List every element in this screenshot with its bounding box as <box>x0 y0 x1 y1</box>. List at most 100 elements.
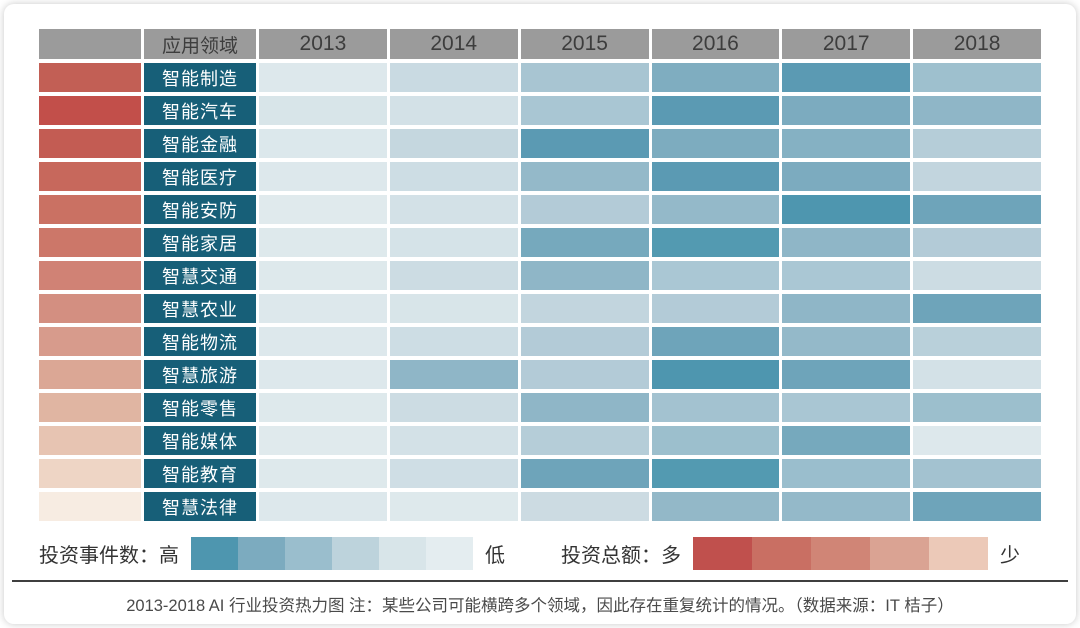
heat-cell-2015 <box>520 294 649 323</box>
heat-cell-2015 <box>520 162 649 191</box>
heat-cell-2018 <box>913 426 1041 455</box>
amount-heat-cell <box>39 195 141 224</box>
row-label: 智能医疗 <box>144 162 256 191</box>
heat-cell-2017 <box>782 393 911 422</box>
amount-heat-cell <box>39 294 141 323</box>
heat-cell-2015 <box>520 426 649 455</box>
legend-amount-swatch <box>693 536 752 570</box>
legend-investment-events: 投资事件数：高 低 <box>39 536 505 570</box>
heat-cell-2014 <box>389 228 518 257</box>
heat-cell-2015 <box>520 459 649 488</box>
legend-amount-swatch <box>929 536 988 570</box>
heat-cell-2016 <box>651 459 780 488</box>
heat-cell-2017 <box>782 261 911 290</box>
amount-heat-cell <box>39 63 141 92</box>
heat-cell-2018 <box>913 96 1041 125</box>
heat-cell-2017 <box>782 96 911 125</box>
heat-cell-2013 <box>259 393 387 422</box>
heat-cell-2015 <box>520 228 649 257</box>
heat-cell-2013 <box>259 327 387 356</box>
heat-cell-2013 <box>259 426 387 455</box>
heat-cell-2014 <box>389 96 518 125</box>
heat-cell-2018 <box>913 261 1041 290</box>
heat-cell-2016 <box>651 426 780 455</box>
heat-cell-2018 <box>913 162 1041 191</box>
legend-events-swatch <box>379 536 426 570</box>
legend-row: 投资事件数：高 低 投资总额：多 少 <box>39 535 1056 571</box>
heat-cell-2018 <box>913 360 1041 389</box>
legend-amount-low-label: 少 <box>1000 544 1020 567</box>
legend-amount-swatch <box>752 536 811 570</box>
heat-cell-2014 <box>389 492 518 521</box>
heat-cell-2013 <box>259 195 387 224</box>
heat-cell-2017 <box>782 492 911 521</box>
legend-events-swatch <box>332 536 379 570</box>
heat-cell-2015 <box>520 393 649 422</box>
heat-cell-2016 <box>651 492 780 521</box>
heat-cell-2014 <box>389 459 518 488</box>
heat-cell-2014 <box>389 129 518 158</box>
legend-events-high-label: 投资事件数：高 <box>39 544 179 567</box>
legend-events-swatch <box>191 536 238 570</box>
heat-cell-2018 <box>913 294 1041 323</box>
heat-cell-2013 <box>259 261 387 290</box>
heat-cell-2016 <box>651 195 780 224</box>
heat-cell-2014 <box>389 327 518 356</box>
heat-cell-2014 <box>389 261 518 290</box>
heat-cell-2018 <box>913 228 1041 257</box>
heat-cell-2017 <box>782 228 911 257</box>
heat-cell-2014 <box>389 63 518 92</box>
heat-cell-2018 <box>913 63 1041 92</box>
heat-cell-2015 <box>520 195 649 224</box>
heat-cell-2016 <box>651 261 780 290</box>
heat-cell-2017 <box>782 63 911 92</box>
legend-investment-amount: 投资总额：多 少 <box>561 536 1020 570</box>
header-year-2014: 2014 <box>389 29 518 59</box>
heat-cell-2016 <box>651 294 780 323</box>
heat-cell-2016 <box>651 162 780 191</box>
heat-cell-2018 <box>913 393 1041 422</box>
heat-cell-2017 <box>782 360 911 389</box>
amount-heat-cell <box>39 129 141 158</box>
heat-cell-2016 <box>651 63 780 92</box>
heat-cell-2014 <box>389 195 518 224</box>
heat-cell-2015 <box>520 63 649 92</box>
amount-heat-cell <box>39 228 141 257</box>
row-label: 智慧旅游 <box>144 360 256 389</box>
heat-cell-2013 <box>259 129 387 158</box>
heat-cell-2017 <box>782 426 911 455</box>
heat-cell-2015 <box>520 360 649 389</box>
heat-cell-2017 <box>782 327 911 356</box>
heat-cell-2013 <box>259 63 387 92</box>
heat-cell-2013 <box>259 492 387 521</box>
heat-cell-2018 <box>913 327 1041 356</box>
heat-cell-2018 <box>913 195 1041 224</box>
amount-heat-cell <box>39 162 141 191</box>
row-label: 智能家居 <box>144 228 256 257</box>
heat-cell-2016 <box>651 228 780 257</box>
amount-heat-cell <box>39 459 141 488</box>
heatmap-grid: 应用领域 2013 2014 2015 2016 2017 2018 智能制造 智能汽车 智能金融… <box>39 29 1041 521</box>
heatmap-card: 应用领域 2013 2014 2015 2016 2017 2018 智能制造 智能汽车 智能金融… <box>4 4 1076 624</box>
row-label: 智能汽车 <box>144 96 256 125</box>
heat-cell-2013 <box>259 228 387 257</box>
heat-cell-2018 <box>913 129 1041 158</box>
row-label: 智能金融 <box>144 129 256 158</box>
header-year-2013: 2013 <box>259 29 387 59</box>
amount-heat-cell <box>39 393 141 422</box>
heat-cell-2018 <box>913 492 1041 521</box>
heat-cell-2017 <box>782 129 911 158</box>
legend-amount-color-scale <box>693 536 988 570</box>
row-label: 智慧交通 <box>144 261 256 290</box>
heat-cell-2013 <box>259 96 387 125</box>
row-label: 智能零售 <box>144 393 256 422</box>
heat-cell-2014 <box>389 162 518 191</box>
heat-cell-2016 <box>651 327 780 356</box>
header-corner-cell <box>39 29 141 59</box>
heat-cell-2017 <box>782 195 911 224</box>
row-label: 智慧法律 <box>144 492 256 521</box>
heat-cell-2017 <box>782 294 911 323</box>
row-label: 智能制造 <box>144 63 256 92</box>
heat-cell-2013 <box>259 459 387 488</box>
divider-line <box>12 580 1068 582</box>
